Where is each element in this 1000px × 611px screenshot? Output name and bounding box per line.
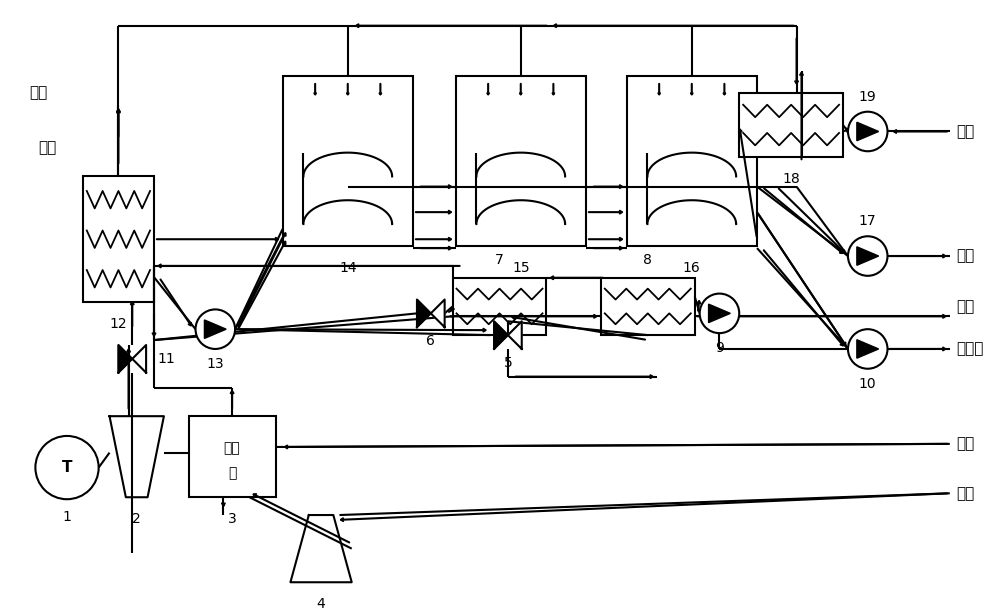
Text: 烟气: 烟气 [29,86,47,100]
Polygon shape [290,515,352,582]
Polygon shape [857,122,879,141]
Bar [627,76,757,246]
Text: 17: 17 [859,214,877,229]
Text: 9: 9 [715,341,724,355]
Text: 7: 7 [495,253,504,267]
Text: 2: 2 [132,512,141,526]
Text: 3: 3 [228,512,236,526]
Circle shape [848,112,888,152]
Text: 室: 室 [228,466,236,480]
Circle shape [196,309,235,349]
Text: 11: 11 [157,352,175,366]
Text: 12: 12 [110,317,127,331]
Text: 18: 18 [782,172,800,186]
Polygon shape [118,345,132,373]
Text: 4: 4 [317,597,325,611]
Text: 15: 15 [512,261,530,275]
Text: 6: 6 [426,334,435,348]
Text: 1: 1 [63,510,71,524]
Text: 烟气: 烟气 [38,140,56,155]
Circle shape [848,236,888,276]
Text: 14: 14 [339,261,357,275]
Text: 淡水: 淡水 [957,249,975,263]
Polygon shape [431,299,445,327]
Polygon shape [857,247,879,265]
Polygon shape [204,320,226,338]
Circle shape [848,329,888,368]
Text: 海水: 海水 [957,124,975,139]
Polygon shape [132,345,146,373]
Polygon shape [110,416,164,497]
Text: 燃烧: 燃烧 [224,442,240,456]
Bar [456,76,586,246]
Text: 16: 16 [683,261,701,275]
Circle shape [35,436,99,499]
Circle shape [700,294,739,333]
Polygon shape [857,340,879,358]
Text: 8: 8 [643,253,652,267]
Text: 19: 19 [859,90,877,104]
Polygon shape [494,321,508,349]
Text: 燃料: 燃料 [957,436,975,452]
Text: 5: 5 [504,356,512,370]
Polygon shape [508,321,522,349]
Bar [83,176,154,302]
Polygon shape [417,299,431,327]
Text: T: T [62,460,72,475]
Bar [453,278,546,335]
Text: 13: 13 [206,357,224,371]
Bar [189,416,276,497]
Text: 浓海水: 浓海水 [957,342,984,356]
Bar [739,93,843,157]
Text: 10: 10 [859,376,877,390]
Polygon shape [709,304,730,323]
Bar [601,278,695,335]
Bar [283,76,413,246]
Text: 烟气: 烟气 [957,299,975,314]
Text: 空气: 空气 [957,486,975,501]
